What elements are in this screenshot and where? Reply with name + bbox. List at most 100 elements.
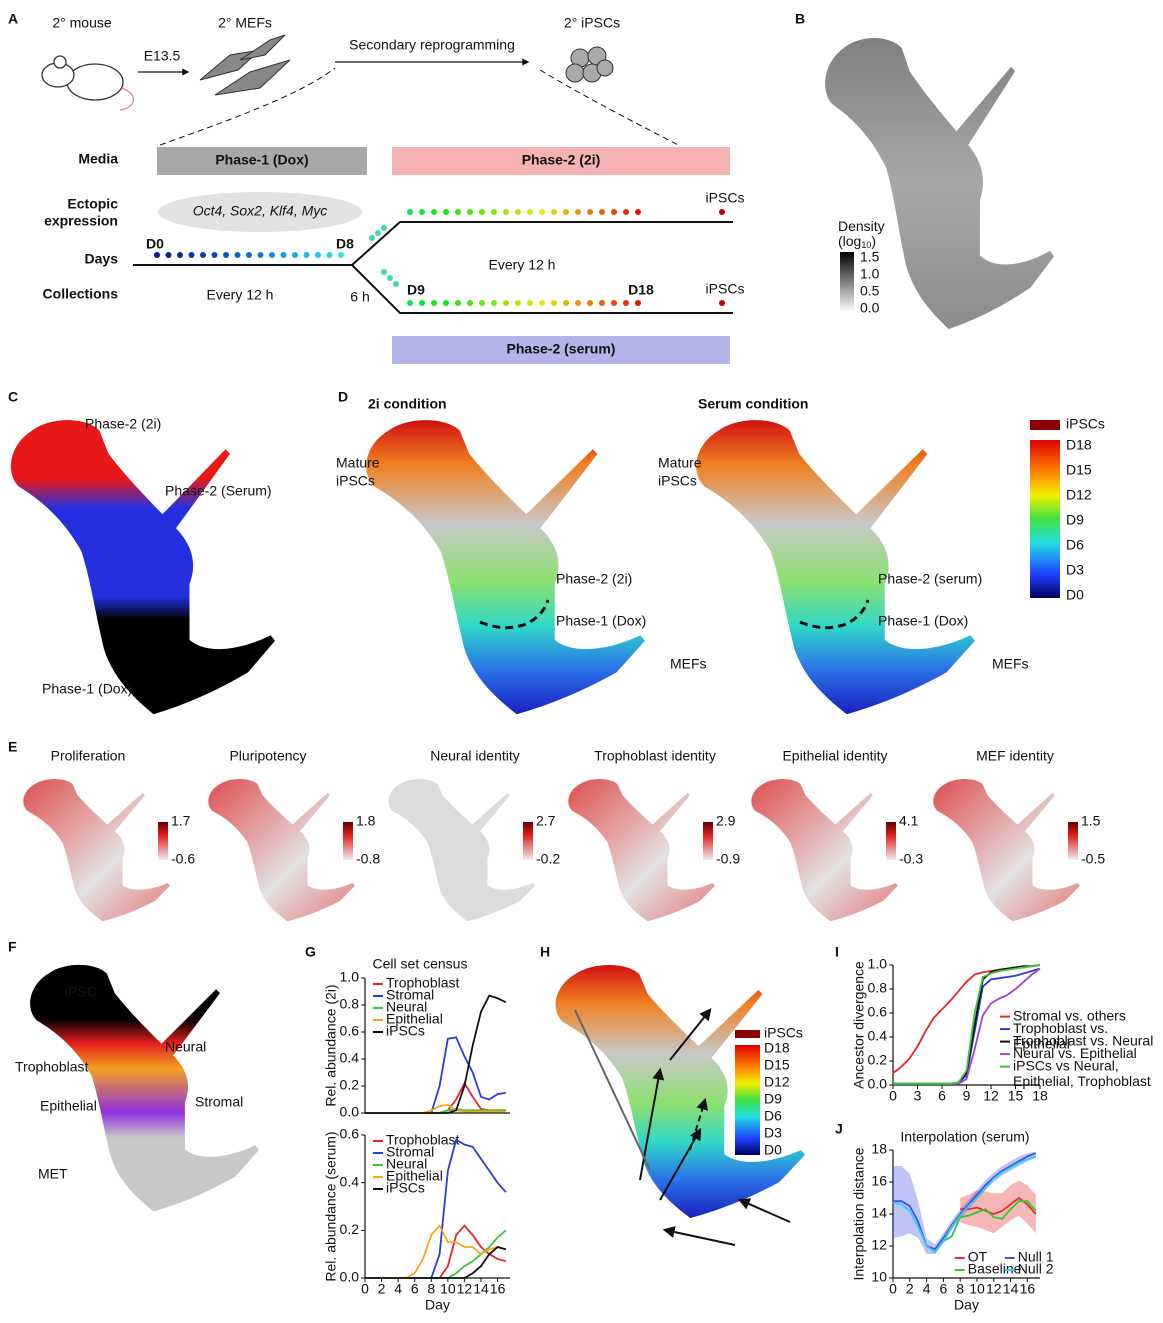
y-tick-label: 0.8 [868, 980, 888, 996]
dot [338, 252, 344, 258]
dot [419, 209, 425, 215]
label: iPSCs [764, 1025, 803, 1041]
panel-label: D [338, 389, 348, 405]
series-line [365, 1230, 506, 1278]
scale-bar [343, 822, 353, 860]
x-tick-label: 6 [938, 1088, 946, 1104]
label: -0.6 [171, 851, 195, 867]
figure: ABCDEFGHIJ2° mouse2° MEFs2° iPSCsE13.5Se… [0, 0, 1163, 1323]
label: 2.7 [536, 813, 556, 829]
dot [407, 300, 413, 306]
x-tick-label: 2 [906, 1281, 914, 1297]
density-title: Density [838, 218, 885, 234]
dot [315, 252, 321, 258]
label: Phase-2 (2i) [522, 152, 601, 168]
label: D12 [764, 1074, 790, 1090]
y-tick-label: 0.2 [340, 1221, 360, 1237]
label: 2° iPSCs [564, 15, 620, 31]
label: Phase-2 (2i) [556, 571, 632, 587]
x-tick-label: 12 [457, 1281, 473, 1297]
y-tick-label: 0.6 [340, 1126, 360, 1142]
label: -0.8 [356, 851, 380, 867]
y-axis-label: Ancestor divergence [851, 961, 867, 1089]
dot [369, 235, 375, 241]
label: 4.1 [899, 813, 919, 829]
y-tick-label: 16 [871, 1173, 887, 1189]
dot [269, 252, 275, 258]
embedding [11, 420, 275, 714]
scale-bar [1030, 420, 1060, 430]
label: -0.2 [536, 851, 560, 867]
dot [563, 209, 569, 215]
label: Density [838, 218, 885, 234]
label: 2.9 [716, 813, 736, 829]
label: D6 [764, 1108, 782, 1124]
label: Phase-2 (2i) [85, 416, 161, 432]
x-tick-label: 4 [394, 1281, 402, 1297]
label: Proliferation [51, 748, 126, 764]
dot [539, 209, 545, 215]
x-tick-label: 3 [914, 1088, 922, 1104]
label: D8 [336, 236, 354, 252]
label: iPSC [65, 984, 97, 1000]
mouse-icon [42, 56, 134, 110]
dot [599, 300, 605, 306]
dot [177, 252, 183, 258]
label: D15 [1066, 462, 1092, 478]
label: Neural identity [430, 748, 520, 764]
x-tick-label: 2 [378, 1281, 386, 1297]
embedding [751, 779, 898, 921]
label: Phase-1 (Dox) [878, 613, 968, 629]
label: 2i condition [368, 396, 447, 412]
x-tick-label: 10 [969, 1281, 985, 1297]
dot [539, 300, 545, 306]
label: Stromal [195, 1094, 243, 1110]
dot [212, 252, 218, 258]
label: 1.8 [356, 813, 376, 829]
dot [246, 252, 252, 258]
dot [189, 252, 195, 258]
label: D18 [764, 1040, 790, 1056]
y-tick-label: 0.0 [340, 1269, 360, 1285]
dot [551, 300, 557, 306]
label: Every 12 h [489, 257, 556, 273]
label: D3 [1066, 562, 1084, 578]
embedding [23, 779, 170, 921]
dot [563, 300, 569, 306]
label: Every 12 h [207, 287, 274, 303]
label: Epithelial [40, 1098, 97, 1114]
dot [292, 252, 298, 258]
label: Phase-1 (Dox) [42, 681, 132, 697]
dot [455, 300, 461, 306]
dot [455, 209, 461, 215]
panel-label: I [835, 944, 839, 960]
dot [719, 300, 725, 306]
dot [635, 209, 641, 215]
dot [515, 300, 521, 306]
label: Neural [165, 1039, 206, 1055]
label: -0.3 [899, 851, 923, 867]
x-tick-label: 16 [1020, 1281, 1036, 1297]
dot [479, 300, 485, 306]
y-tick-label: 0.2 [340, 1077, 360, 1093]
dot [575, 209, 581, 215]
dot [587, 300, 593, 306]
legend-label: iPSCs [386, 1023, 425, 1039]
label: D6 [1066, 537, 1084, 553]
y-tick-label: 0.0 [868, 1076, 888, 1092]
dot [527, 300, 533, 306]
label: Epithelial identity [782, 748, 887, 764]
x-tick-label: 12 [983, 1088, 999, 1104]
dot [479, 209, 485, 215]
x-tick-label: 4 [923, 1281, 931, 1297]
y-tick-label: 0.4 [340, 1050, 360, 1066]
label: ) [871, 233, 876, 249]
label: D0 [1066, 587, 1084, 603]
x-tick-label: 16 [490, 1281, 506, 1297]
scale-bar [735, 1045, 760, 1155]
y-axis-label: Rel. abundance (serum) [323, 1131, 339, 1281]
x-tick-label: 15 [1008, 1088, 1024, 1104]
row-label: Ectopic [67, 196, 118, 212]
panel-label: E [8, 739, 17, 755]
label: E13.5 [144, 48, 181, 64]
